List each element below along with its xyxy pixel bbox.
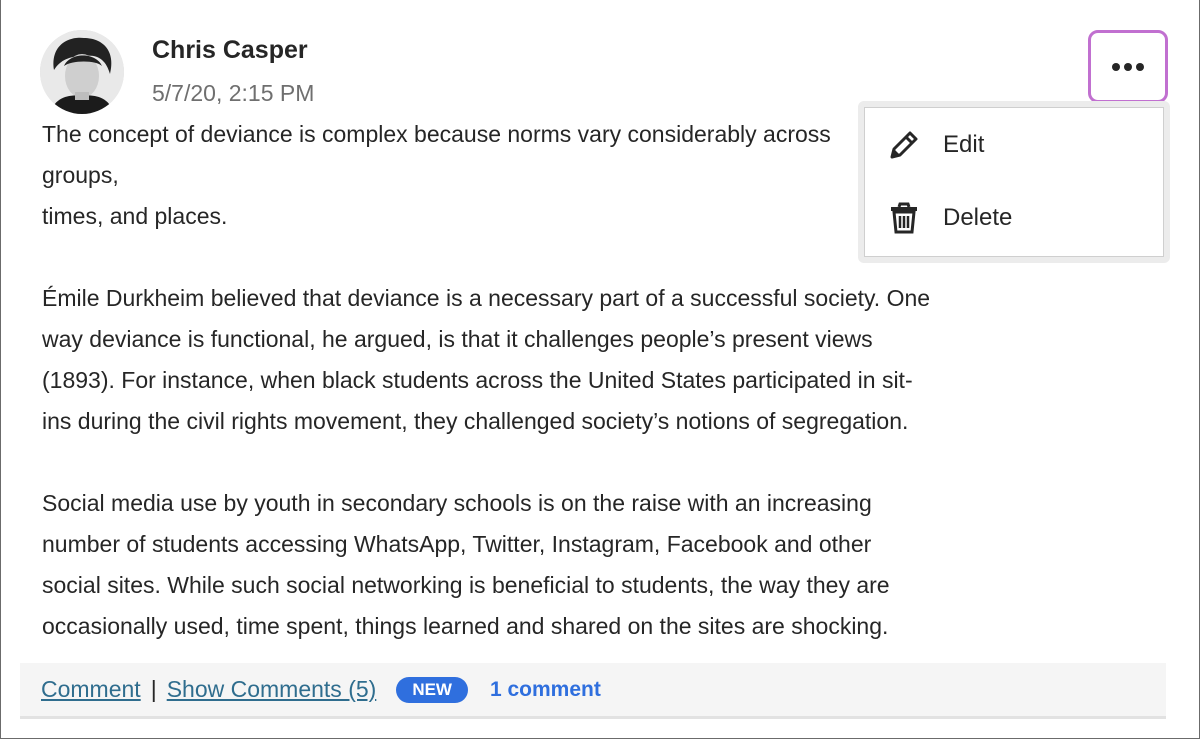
post-footer: Comment | Show Comments (5) NEW 1 commen… — [20, 663, 1166, 719]
text-line: social sites. While such social networki… — [42, 572, 890, 598]
text-line: way deviance is functional, he argued, i… — [42, 326, 873, 352]
new-comment-count[interactable]: 1 comment — [489, 677, 601, 701]
text-line: times, and places. — [42, 203, 228, 229]
menu-item-label: Delete — [943, 203, 1013, 231]
options-menu: Edit Delete — [858, 101, 1170, 263]
show-comments-link[interactable]: Show Comments (5) — [166, 676, 377, 702]
pencil-icon — [890, 131, 918, 158]
text-line: The concept of deviance is complex becau… — [42, 121, 831, 188]
text-line: Émile Durkheim believed that deviance is… — [42, 285, 931, 311]
author-name: Chris Casper — [152, 36, 308, 64]
more-options-button[interactable] — [1088, 30, 1168, 103]
menu-item-edit[interactable]: Edit — [865, 108, 1163, 181]
new-badge: NEW — [396, 676, 468, 703]
menu-item-delete[interactable]: Delete — [865, 181, 1163, 254]
post-date: 5/7/20, 2:15 PM — [152, 80, 315, 106]
text-line: Social media use by youth in secondary s… — [42, 490, 872, 516]
comment-link[interactable]: Comment — [41, 676, 141, 702]
text-line: number of students accessing WhatsApp, T… — [42, 531, 872, 557]
trash-icon — [891, 202, 917, 233]
post-body: The concept of deviance is complex becau… — [42, 114, 1172, 647]
text-line: ins during the civil rights movement, th… — [42, 408, 909, 434]
avatar — [40, 30, 124, 114]
more-horizontal-icon — [1112, 62, 1144, 71]
text-line: (1893). For instance, when black student… — [42, 367, 913, 393]
separator: | — [150, 676, 157, 702]
menu-item-label: Edit — [943, 130, 985, 158]
text-line: occasionally used, time spent, things le… — [42, 613, 889, 639]
